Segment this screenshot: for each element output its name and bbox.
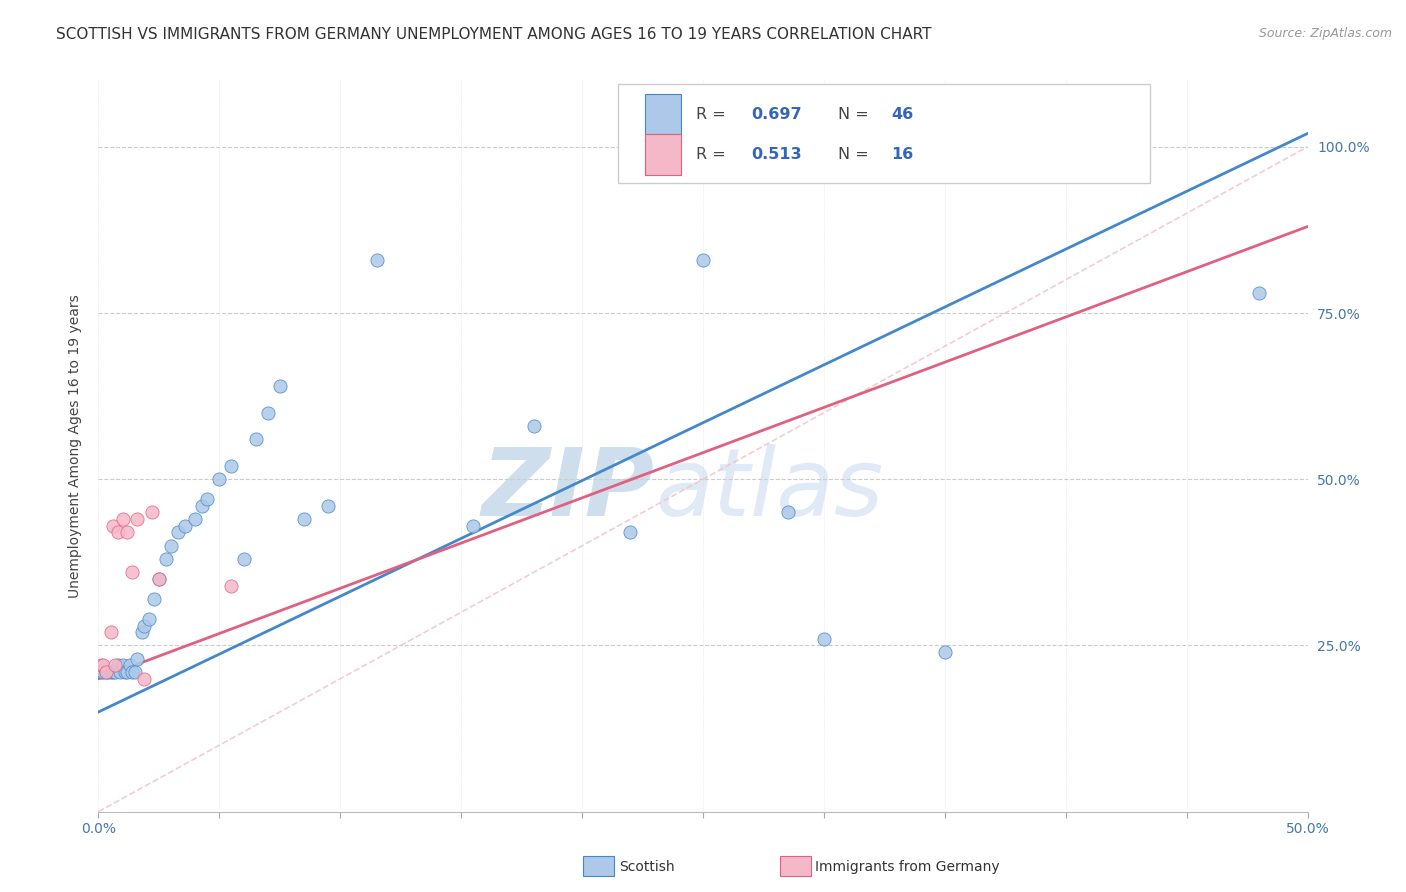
Point bbox=[124, 665, 146, 679]
Point bbox=[107, 658, 129, 673]
Point bbox=[104, 665, 127, 679]
Point bbox=[117, 525, 139, 540]
Point bbox=[619, 525, 641, 540]
Point bbox=[90, 658, 112, 673]
Point bbox=[107, 525, 129, 540]
Point bbox=[292, 512, 315, 526]
Point bbox=[134, 672, 156, 686]
Point bbox=[191, 499, 214, 513]
Point bbox=[1249, 286, 1271, 301]
Point bbox=[463, 518, 485, 533]
Point bbox=[127, 512, 149, 526]
Text: 0.513: 0.513 bbox=[751, 147, 801, 162]
Text: 46: 46 bbox=[891, 107, 914, 122]
Point bbox=[101, 665, 124, 679]
Point bbox=[155, 552, 177, 566]
Text: R =: R = bbox=[696, 147, 731, 162]
Point bbox=[141, 506, 163, 520]
Point bbox=[245, 433, 267, 447]
Text: N =: N = bbox=[838, 147, 875, 162]
Point bbox=[91, 665, 114, 679]
FancyBboxPatch shape bbox=[645, 135, 682, 175]
Point bbox=[104, 658, 127, 673]
Point bbox=[366, 252, 388, 267]
Point bbox=[97, 665, 120, 679]
Text: Immigrants from Germany: Immigrants from Germany bbox=[815, 860, 1000, 874]
Y-axis label: Unemployment Among Ages 16 to 19 years: Unemployment Among Ages 16 to 19 years bbox=[69, 294, 83, 598]
Point bbox=[1115, 140, 1137, 154]
Point bbox=[221, 579, 243, 593]
Text: R =: R = bbox=[696, 107, 731, 122]
Point bbox=[813, 632, 835, 646]
Point bbox=[148, 572, 170, 586]
FancyBboxPatch shape bbox=[645, 94, 682, 135]
Point bbox=[117, 665, 139, 679]
Text: 16: 16 bbox=[891, 147, 914, 162]
Point bbox=[91, 658, 114, 673]
Point bbox=[94, 665, 117, 679]
Point bbox=[776, 506, 799, 520]
Point bbox=[138, 612, 160, 626]
Point bbox=[114, 665, 136, 679]
Point bbox=[90, 665, 112, 679]
Text: N =: N = bbox=[838, 107, 875, 122]
Point bbox=[121, 665, 143, 679]
FancyBboxPatch shape bbox=[619, 84, 1150, 183]
Point bbox=[100, 665, 122, 679]
Point bbox=[668, 140, 690, 154]
Point bbox=[316, 499, 339, 513]
Point bbox=[221, 458, 243, 473]
Point bbox=[108, 665, 131, 679]
Text: ZIP: ZIP bbox=[482, 444, 655, 536]
Point bbox=[131, 625, 153, 640]
Point bbox=[94, 665, 117, 679]
Point bbox=[127, 652, 149, 666]
Text: Source: ZipAtlas.com: Source: ZipAtlas.com bbox=[1258, 27, 1392, 40]
Point bbox=[134, 618, 156, 632]
Point bbox=[523, 419, 546, 434]
Point bbox=[208, 472, 231, 486]
Point bbox=[148, 572, 170, 586]
Point bbox=[160, 539, 183, 553]
Point bbox=[111, 658, 134, 673]
Text: SCOTTISH VS IMMIGRANTS FROM GERMANY UNEMPLOYMENT AMONG AGES 16 TO 19 YEARS CORRE: SCOTTISH VS IMMIGRANTS FROM GERMANY UNEM… bbox=[56, 27, 932, 42]
Point bbox=[143, 591, 166, 606]
Point bbox=[934, 645, 956, 659]
Point bbox=[174, 518, 197, 533]
Point bbox=[118, 658, 141, 673]
Point bbox=[111, 512, 134, 526]
Point bbox=[256, 406, 278, 420]
Point bbox=[100, 625, 122, 640]
Point bbox=[101, 518, 124, 533]
Point bbox=[167, 525, 190, 540]
Point bbox=[232, 552, 254, 566]
Point bbox=[269, 379, 291, 393]
Point bbox=[195, 492, 218, 507]
Point bbox=[121, 566, 143, 580]
Text: 0.697: 0.697 bbox=[751, 107, 801, 122]
Text: Scottish: Scottish bbox=[619, 860, 675, 874]
Point bbox=[184, 512, 207, 526]
Text: atlas: atlas bbox=[655, 444, 883, 535]
Point bbox=[692, 252, 714, 267]
